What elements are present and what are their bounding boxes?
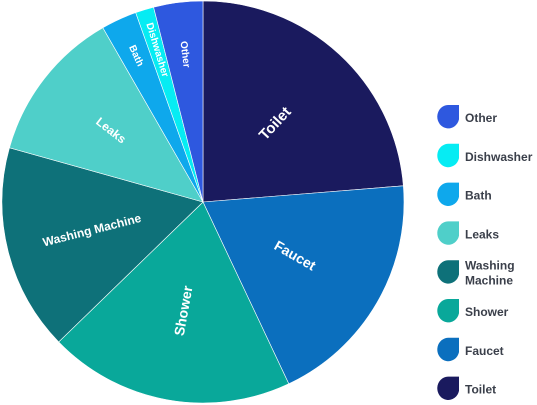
legend-item-dishwasher: Dishwasher bbox=[437, 143, 533, 168]
legend-label: Leaks bbox=[465, 227, 499, 241]
legend-label: Faucet bbox=[465, 344, 504, 358]
legend-item-leaks: Leaks bbox=[437, 221, 499, 245]
pie-slice-other bbox=[153, 0, 204, 203]
pie-slice-faucet bbox=[202, 185, 405, 385]
water-drop-icon bbox=[437, 105, 459, 129]
legend-label: Shower bbox=[465, 305, 509, 319]
legend-label: Bath bbox=[465, 189, 492, 203]
water-drop-icon bbox=[437, 299, 459, 323]
water-drop-icon bbox=[437, 221, 459, 245]
water-drop-icon bbox=[437, 143, 459, 168]
water-drop-icon bbox=[437, 376, 459, 400]
water-drop-icon bbox=[437, 337, 459, 362]
legend-label: Toilet bbox=[465, 383, 496, 397]
legend-item-toilet: Toilet bbox=[437, 376, 496, 400]
legend-item-washing-machine: Washing Machine bbox=[437, 259, 515, 288]
water-drop-icon bbox=[437, 182, 459, 206]
pie-slice-leaks bbox=[9, 27, 204, 203]
pie-slices bbox=[1, 0, 405, 404]
legend-label: Dishwasher bbox=[465, 150, 533, 164]
pie-slice-toilet bbox=[202, 0, 404, 203]
legend-item-bath: Bath bbox=[437, 182, 492, 206]
slice-label-other: Other bbox=[177, 40, 191, 68]
legend-item-faucet: Faucet bbox=[437, 337, 504, 362]
legend-item-other: Other bbox=[437, 105, 497, 129]
pie-slice-shower bbox=[58, 201, 290, 404]
water-drop-icon bbox=[437, 260, 459, 284]
legend: Other Dishwasher Bath Leaks Washing Machine Sh… bbox=[437, 105, 533, 400]
legend-label: Other bbox=[465, 111, 497, 125]
pie-slice-washing-machine bbox=[1, 147, 204, 343]
legend-label: Washing Machine bbox=[465, 259, 515, 288]
legend-item-shower: Shower bbox=[437, 299, 509, 323]
